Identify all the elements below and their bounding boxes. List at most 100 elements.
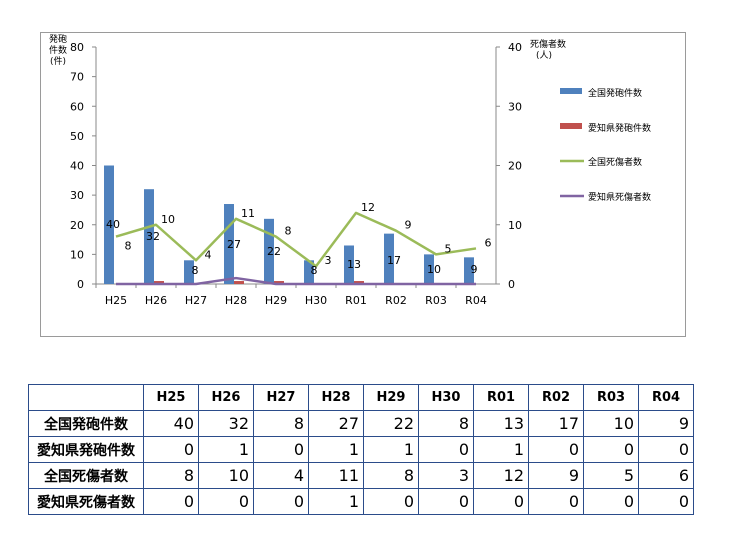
data-label-line: 10: [161, 213, 175, 226]
table-cell: 0: [638, 488, 694, 515]
bar-aichi-shootings: [354, 281, 364, 284]
x-tick-label: R02: [385, 294, 407, 307]
table-row: 全国死傷者数 8 10 4 11 8 3 12 9 5 6: [28, 462, 694, 489]
y-tick-label-right: 0: [508, 278, 515, 291]
bar-national-shootings: [304, 260, 314, 284]
y-tick-label-left: 70: [70, 71, 84, 84]
x-tick-label: H29: [265, 294, 287, 307]
table-row-label: 愛知県死傷者数: [28, 488, 144, 515]
table-cell: 12: [473, 462, 529, 489]
data-label-bar: 8: [311, 264, 318, 277]
data-label-bar: 8: [192, 264, 199, 277]
bar-national-shootings: [104, 165, 114, 284]
table-cell: 9: [528, 462, 584, 489]
table-cell: 13: [473, 410, 529, 437]
table-cell: 3: [418, 462, 474, 489]
table-column-header: H27: [253, 384, 309, 411]
bar-national-shootings: [384, 233, 394, 284]
combo-chart: 0 10 20 30 40 50 60 70 80 0 10 20 30 40 発砲件数(件) 死傷者数(人)…: [49, 33, 651, 307]
bar-national-shootings: [264, 218, 274, 284]
x-tick-label: R03: [425, 294, 447, 307]
table-cell: 1: [308, 436, 364, 463]
table-cell: 11: [308, 462, 364, 489]
table-cell: 8: [143, 462, 199, 489]
table-row: 愛知県死傷者数 0 0 0 1 0 0 0 0 0 0: [28, 488, 694, 515]
x-tick-label: H25: [105, 294, 127, 307]
data-label-bar: 40: [106, 218, 120, 231]
data-label-bar: 17: [387, 254, 401, 267]
data-label-bar: 32: [146, 230, 160, 243]
table-column-header: R04: [638, 384, 694, 411]
table-column-header: R02: [528, 384, 584, 411]
table-corner-cell: [28, 384, 144, 411]
data-label-line: 3: [325, 254, 332, 267]
y-axis-left-title: (件): [50, 55, 66, 67]
bar-national-shootings: [344, 245, 354, 284]
table-cell: 0: [528, 436, 584, 463]
data-table: H25 H26 H27 H28 H29 H30 R01 R02 R03 R04 …: [28, 384, 694, 515]
data-label-line: 4: [205, 248, 212, 261]
table-cell: 0: [473, 488, 529, 515]
table-cell: 6: [638, 462, 694, 489]
data-label-line: 11: [241, 207, 255, 220]
table-cell: 1: [198, 436, 254, 463]
table-cell: 0: [198, 488, 254, 515]
table-cell: 0: [143, 436, 199, 463]
table-cell: 10: [198, 462, 254, 489]
table-cell: 0: [638, 436, 694, 463]
legend-swatch: [560, 88, 582, 94]
table-cell: 10: [583, 410, 639, 437]
bar-national-shootings: [184, 260, 194, 284]
table-cell: 40: [143, 410, 199, 437]
y-tick-label-left: 60: [70, 100, 84, 113]
table-cell: 0: [583, 436, 639, 463]
bar-national-shootings: [144, 189, 154, 284]
y-tick-label-right: 20: [508, 160, 522, 173]
table-column-header: H25: [143, 384, 199, 411]
data-label-line: 8: [125, 240, 132, 253]
y-axis-left-title: 件数: [49, 44, 67, 56]
table-cell: 5: [583, 462, 639, 489]
table-header-row: H25 H26 H27 H28 H29 H30 R01 R02 R03 R04: [28, 384, 694, 411]
y-tick-label-left: 40: [70, 160, 84, 173]
table-cell: 17: [528, 410, 584, 437]
bar-national-shootings: [224, 204, 234, 284]
table-cell: 27: [308, 410, 364, 437]
table-cell: 1: [308, 488, 364, 515]
table-column-header: R01: [473, 384, 529, 411]
table-cell: 8: [418, 410, 474, 437]
data-label-bar: 22: [267, 245, 281, 258]
legend-label: 全国死傷者数: [588, 156, 642, 168]
table-cell: 22: [363, 410, 419, 437]
table-row-label: 全国発砲件数: [28, 410, 144, 437]
y-tick-label-left: 10: [70, 248, 84, 261]
y-tick-label-right: 30: [508, 100, 522, 113]
table-cell: 4: [253, 462, 309, 489]
table-row: 全国発砲件数 40 32 8 27 22 8 13 17 10 9: [28, 410, 694, 437]
data-label-bar: 10: [427, 263, 441, 276]
legend-swatch: [560, 123, 582, 129]
table-cell: 0: [418, 436, 474, 463]
table-cell: 8: [253, 410, 309, 437]
table-cell: 8: [363, 462, 419, 489]
bar-aichi-shootings: [274, 281, 284, 284]
table-cell: 0: [418, 488, 474, 515]
x-tick-label: H30: [305, 294, 327, 307]
table-column-header: H28: [308, 384, 364, 411]
table-column-header: H26: [198, 384, 254, 411]
data-label-line: 9: [405, 219, 412, 232]
x-tick-label: R01: [345, 294, 367, 307]
table-cell: 1: [473, 436, 529, 463]
table-cell: 9: [638, 410, 694, 437]
line-national-casualties: [115, 211, 477, 268]
data-label-bar: 27: [227, 238, 241, 251]
y-axis-right-title: (人): [536, 50, 552, 61]
table-cell: 0: [253, 488, 309, 515]
table-cell: 0: [583, 488, 639, 515]
chart-area: [40, 32, 686, 337]
line-aichi-casualties: [116, 276, 476, 286]
data-label-line: 12: [361, 201, 375, 214]
table-cell: 0: [528, 488, 584, 515]
bar-national-shootings: [464, 257, 474, 284]
table-cell: 1: [363, 436, 419, 463]
